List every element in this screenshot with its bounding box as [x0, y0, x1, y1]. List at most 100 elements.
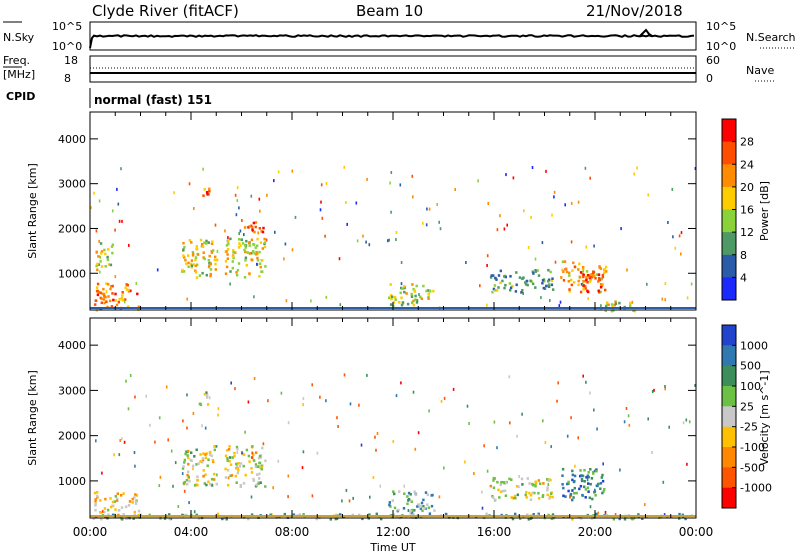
velocity-cell: [422, 498, 425, 502]
power-cell: [236, 186, 239, 190]
power-cell: [251, 250, 255, 253]
power-cell: [261, 247, 264, 250]
power-cell: [115, 303, 119, 307]
power-cell: [573, 265, 577, 269]
power-cell: [524, 281, 527, 284]
power-cell: [188, 239, 192, 242]
velocity-cell: [410, 511, 414, 514]
power-cell: [238, 206, 240, 210]
velocity-cell: [614, 513, 617, 517]
power-cell: [229, 237, 232, 241]
power-cell: [667, 221, 669, 224]
velocity-cell: [662, 480, 665, 484]
power-cell: [184, 258, 187, 262]
velocity-cell: [205, 483, 208, 487]
power-cell: [601, 283, 605, 286]
velocity-cell: [360, 443, 363, 447]
power-cell: [465, 261, 467, 264]
velocity-cell: [228, 445, 231, 448]
power-cell: [582, 273, 585, 277]
velocity-cell: [239, 485, 242, 488]
power-cell: [97, 263, 101, 266]
power-cell: [496, 289, 499, 292]
velocity-cell: [195, 448, 198, 452]
power-cell: [231, 266, 234, 270]
velocity-cell: [403, 492, 406, 495]
velocity-cell: [177, 505, 180, 508]
power-cell: [596, 273, 599, 276]
power-cell: [243, 226, 247, 229]
power-cell: [389, 294, 393, 297]
power-cell: [258, 227, 261, 230]
power-cell: [227, 236, 229, 240]
velocity-cell: [564, 495, 567, 498]
power-cell: [541, 281, 544, 285]
power-cell: [234, 251, 237, 254]
power-cell: [567, 280, 570, 283]
power-cell: [568, 288, 571, 291]
velocity-cell: [204, 453, 207, 456]
cpid-value: normal (fast) 151: [94, 93, 212, 107]
power-cell: [412, 299, 415, 303]
power-cell: [100, 252, 103, 255]
power-cell: [194, 256, 198, 259]
velocity-cell: [224, 467, 227, 471]
velocity-cell: [548, 495, 552, 499]
velocity-cell: [206, 464, 209, 468]
velocity-cell: [257, 456, 261, 460]
power-cell: [207, 193, 210, 196]
velocity-cell: [226, 459, 229, 462]
power-cell: [99, 260, 102, 263]
velocity-cell: [250, 467, 253, 470]
velocity-cell: [235, 481, 238, 484]
velocity-cell: [202, 474, 205, 478]
velocity-cell: [107, 513, 110, 517]
power-cell: [406, 302, 410, 306]
power-cell: [182, 254, 185, 257]
velocity-cell: [167, 438, 169, 442]
power-cell: [120, 296, 123, 300]
power-cell: [127, 305, 130, 308]
power-cell: [339, 303, 342, 307]
power-cell: [587, 273, 590, 277]
power-cell: [577, 268, 580, 271]
velocity-cell: [339, 513, 342, 516]
power-cell: [694, 167, 697, 170]
power-cell: [647, 193, 649, 197]
power-cell: [366, 177, 368, 181]
velocity-cell: [498, 496, 501, 499]
power-cell: [532, 272, 535, 275]
velocity-cell: [514, 496, 517, 500]
power-cell: [620, 227, 622, 231]
power-cell: [611, 305, 614, 308]
velocity-cell: [128, 500, 132, 503]
power-cell: [599, 290, 602, 294]
velocity-cell: [133, 510, 136, 514]
velocity-cell: [581, 474, 585, 478]
power-cell: [98, 239, 100, 243]
power-colorbar-swatch: [722, 232, 736, 256]
power-cell: [511, 284, 514, 288]
velocity-cell: [398, 490, 401, 493]
velocity-cell: [302, 403, 304, 407]
power-cell: [346, 222, 348, 226]
power-cell: [584, 287, 587, 290]
velocity-cell: [94, 498, 97, 501]
power-cell: [120, 167, 122, 171]
power-cell: [229, 282, 231, 286]
velocity-cell: [595, 469, 598, 473]
power-cell: [95, 264, 98, 268]
velocity-cell: [466, 404, 469, 408]
power-cell: [127, 288, 130, 292]
power-cell: [436, 203, 438, 206]
velocity-cell: [168, 513, 171, 516]
velocity-cell: [248, 460, 251, 463]
velocity-cell: [525, 496, 528, 499]
velocity-cell: [496, 480, 499, 484]
power-cell: [102, 292, 106, 296]
power-cell: [100, 250, 104, 253]
power-cell: [610, 303, 614, 306]
velocity-cell: [124, 505, 128, 509]
velocity-cell: [573, 486, 576, 490]
velocity-cell: [579, 469, 582, 472]
